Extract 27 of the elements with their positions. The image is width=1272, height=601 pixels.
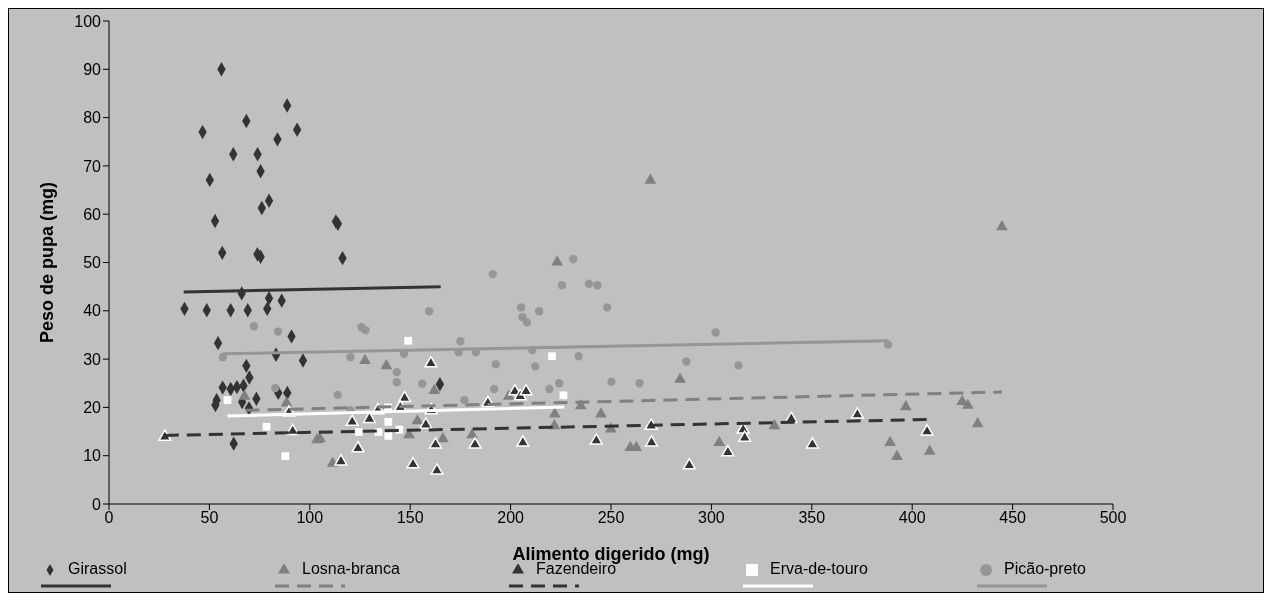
x-tick-label: 150 bbox=[396, 509, 424, 527]
y-tick-label: 70 bbox=[83, 157, 102, 175]
legend-label: Erva-de-touro bbox=[770, 560, 869, 578]
y-axis-title: Peso de pupa (mg) bbox=[37, 181, 58, 344]
x-tick-label: 400 bbox=[898, 509, 926, 527]
x-tick-label: 200 bbox=[497, 509, 525, 527]
x-tick-label: 0 bbox=[104, 509, 114, 527]
x-tick-label: 500 bbox=[1099, 509, 1127, 527]
y-tick-label: 90 bbox=[83, 60, 102, 78]
y-tick-label: 100 bbox=[74, 12, 102, 30]
x-tick-label: 50 bbox=[200, 509, 219, 527]
y-tick-label: 40 bbox=[83, 302, 102, 320]
legend-label: Picão-preto bbox=[1004, 560, 1087, 578]
x-tick-label: 450 bbox=[999, 509, 1027, 527]
y-tick-label: 50 bbox=[83, 254, 102, 272]
x-tick-label: 350 bbox=[798, 509, 826, 527]
y-tick-label: 0 bbox=[92, 495, 102, 513]
y-tick-label: 10 bbox=[83, 447, 102, 465]
y-tick-label: 30 bbox=[83, 350, 102, 368]
y-tick-label: 80 bbox=[83, 109, 102, 127]
y-tick-label: 20 bbox=[83, 399, 102, 417]
y-tick-label: 60 bbox=[83, 205, 102, 223]
x-tick-label: 300 bbox=[698, 509, 725, 527]
x-tick-label: 250 bbox=[597, 509, 625, 527]
legend-label: Girassol bbox=[68, 560, 128, 578]
x-tick-label: 100 bbox=[296, 509, 324, 527]
legend-label: Losna-branca bbox=[302, 560, 401, 578]
